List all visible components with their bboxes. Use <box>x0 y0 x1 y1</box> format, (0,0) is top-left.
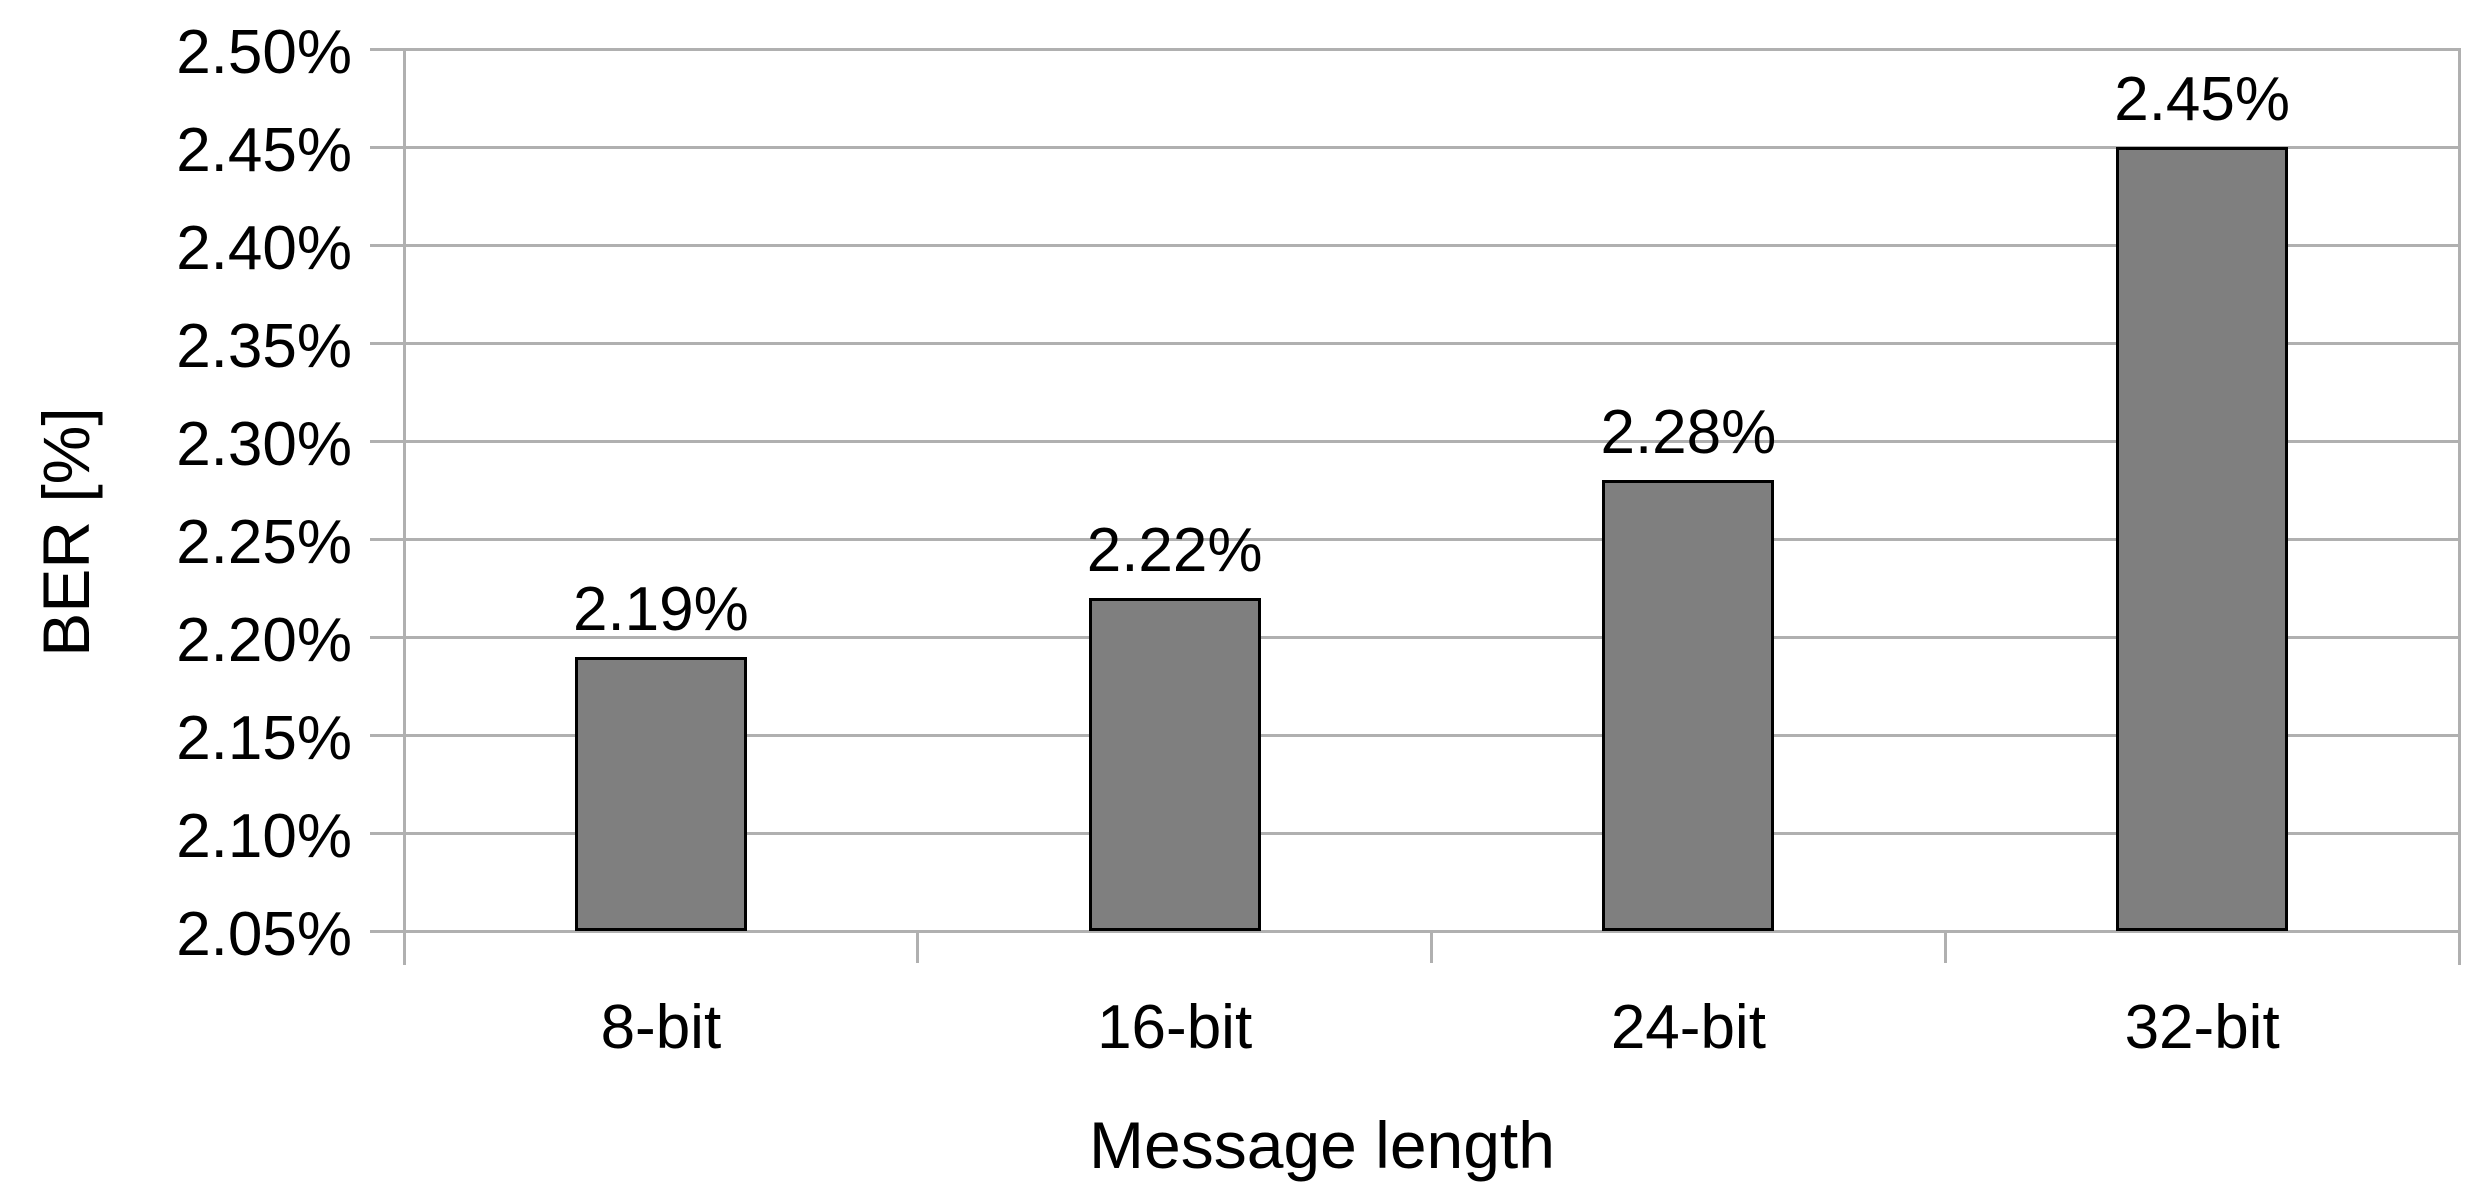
y-gridline <box>370 733 2459 737</box>
y-axis-title: BER [%] <box>29 407 103 657</box>
y-gridline <box>370 929 2459 933</box>
bar-value-label: 2.22% <box>1086 515 1263 585</box>
category-label: 8-bit <box>600 993 722 1062</box>
bar-value-label: 2.19% <box>572 574 749 644</box>
category-label: 32-bit <box>2124 993 2280 1062</box>
y-tick-label: 2.50% <box>176 18 352 87</box>
y-gridline <box>370 537 2459 541</box>
bar <box>574 656 747 931</box>
x-boundary-tick <box>1430 931 1433 963</box>
y-gridline <box>370 145 2459 149</box>
y-gridline <box>370 243 2459 247</box>
y-tick-label: 2.35% <box>176 312 352 381</box>
bar <box>1602 480 1775 931</box>
y-tick-label: 2.40% <box>176 214 352 283</box>
y-gridline <box>370 635 2459 639</box>
y-axis-line <box>402 47 406 965</box>
y-tick-label: 2.20% <box>176 606 352 675</box>
y-tick-label: 2.45% <box>176 116 352 185</box>
y-gridline <box>370 341 2459 345</box>
category-label: 24-bit <box>1610 993 1766 1062</box>
bar-value-label: 2.28% <box>1600 398 1777 468</box>
x-axis-title: Message length <box>1089 1108 1555 1182</box>
bar <box>1088 597 1261 931</box>
y-tick-label: 2.15% <box>176 704 352 773</box>
bar <box>2116 147 2289 931</box>
bar-value-label: 2.45% <box>2114 65 2291 134</box>
y-gridline <box>370 47 2459 51</box>
category-label: 16-bit <box>1097 993 1253 1062</box>
x-boundary-tick <box>916 931 920 963</box>
y-tick-label: 2.10% <box>176 802 352 871</box>
x-boundary-tick <box>1943 931 1947 963</box>
y-gridline <box>370 831 2459 835</box>
y-tick-label: 2.30% <box>176 410 352 479</box>
plot-right-border <box>2457 47 2461 965</box>
y-gridline <box>370 439 2459 443</box>
y-tick-label: 2.25% <box>176 508 352 577</box>
y-tick-label: 2.05% <box>176 900 352 969</box>
